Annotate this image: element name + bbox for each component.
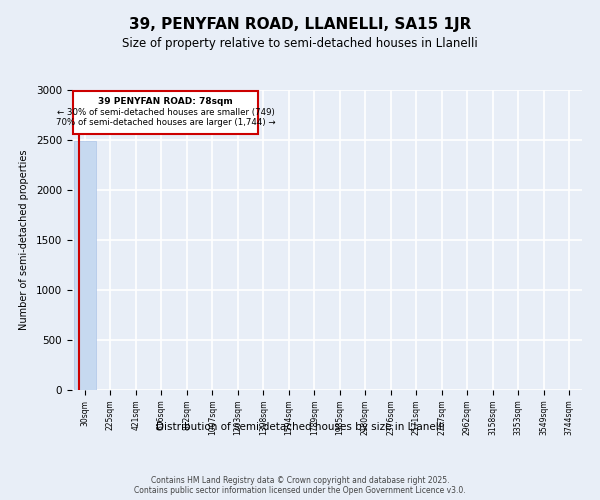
Text: Distribution of semi-detached houses by size in Llanelli: Distribution of semi-detached houses by …: [155, 422, 445, 432]
FancyBboxPatch shape: [73, 91, 258, 134]
Text: 39, PENYFAN ROAD, LLANELLI, SA15 1JR: 39, PENYFAN ROAD, LLANELLI, SA15 1JR: [129, 18, 471, 32]
Text: Contains HM Land Registry data © Crown copyright and database right 2025.
Contai: Contains HM Land Registry data © Crown c…: [134, 476, 466, 495]
Text: Size of property relative to semi-detached houses in Llanelli: Size of property relative to semi-detach…: [122, 38, 478, 51]
Text: ← 30% of semi-detached houses are smaller (749): ← 30% of semi-detached houses are smalle…: [57, 108, 275, 116]
Text: 39 PENYFAN ROAD: 78sqm: 39 PENYFAN ROAD: 78sqm: [98, 96, 233, 106]
Y-axis label: Number of semi-detached properties: Number of semi-detached properties: [19, 150, 29, 330]
Text: 70% of semi-detached houses are larger (1,744) →: 70% of semi-detached houses are larger (…: [56, 118, 275, 127]
Bar: [74, 140, 95, 390]
